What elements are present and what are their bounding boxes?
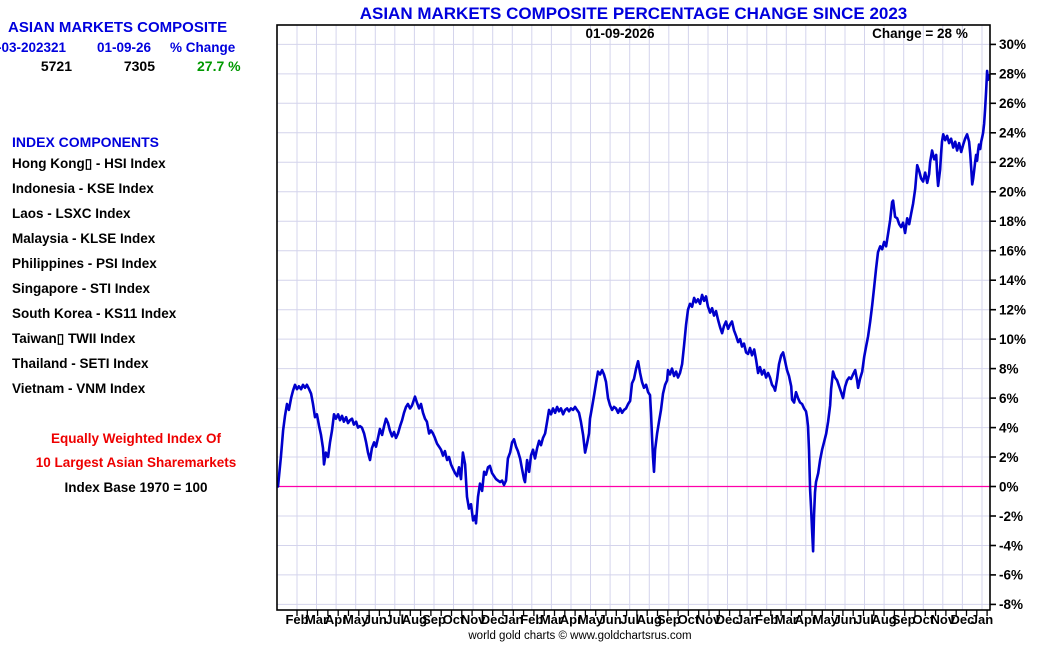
x-tick-label: May: [813, 612, 839, 627]
y-tick-label: -6%: [999, 568, 1023, 583]
y-tick-label: 20%: [999, 185, 1026, 200]
y-tick-label: 30%: [999, 37, 1026, 52]
x-tick-label: Apr: [325, 612, 347, 627]
x-tick-label: Sep: [657, 612, 681, 627]
component-hong-kong: Hong Kong▯ - HSI Index: [12, 156, 166, 171]
component-philippines: Philippines - PSI Index: [12, 256, 157, 271]
x-tick-label: Oct: [443, 612, 465, 627]
x-tick-label: Aug: [402, 612, 427, 627]
x-tick-label: Aug: [871, 612, 896, 627]
component-south-korea: South Korea - KS11 Index: [12, 306, 177, 321]
x-tick-label: Mar: [540, 612, 563, 627]
footnote-index-base: Index Base 1970 = 100: [64, 480, 208, 495]
y-tick-label: 28%: [999, 67, 1026, 82]
end-index-value: 7305: [123, 58, 155, 74]
x-tick-label: Mar: [775, 612, 798, 627]
x-tick-label: Feb: [755, 612, 778, 627]
y-tick-label: 2%: [999, 450, 1019, 465]
start-date-label: -03-202321: [0, 40, 67, 55]
percent-change-value: 27.7 %: [197, 58, 241, 74]
y-tick-label: 24%: [999, 126, 1026, 141]
y-tick-label: 4%: [999, 420, 1019, 435]
footnote-equally-weighted: Equally Weighted Index Of: [50, 431, 222, 446]
x-tick-label: Dec: [950, 612, 974, 627]
footnote-10-largest: 10 Largest Asian Sharemarkets: [35, 455, 237, 470]
y-tick-label: -2%: [999, 509, 1023, 524]
y-tick-label: 12%: [999, 303, 1026, 318]
x-tick-label: Jul: [620, 612, 639, 627]
index-components-title: INDEX COMPONENTS: [12, 134, 160, 150]
x-tick-label: Oct: [912, 612, 934, 627]
x-tick-label: Jan: [501, 612, 523, 627]
x-tick-label: Dec: [481, 612, 505, 627]
x-tick-label: Jul: [855, 612, 874, 627]
y-tick-label: 14%: [999, 273, 1026, 288]
x-tick-label: Nov: [931, 612, 956, 627]
y-tick-label: 10%: [999, 332, 1026, 347]
start-index-value: 5721: [40, 58, 72, 74]
x-tick-label: Sep: [892, 612, 916, 627]
component-laos: Laos - LSXC Index: [12, 206, 131, 221]
y-tick-label: 18%: [999, 214, 1026, 229]
component-thailand: Thailand - SETI Index: [12, 356, 149, 371]
x-tick-label: Aug: [637, 612, 662, 627]
component-vietnam: Vietnam - VNM Index: [12, 381, 146, 396]
x-tick-label: Apr: [795, 612, 817, 627]
percent-change-label: % Change: [170, 40, 236, 55]
x-tick-label: Jun: [833, 612, 856, 627]
x-tick-label: Jan: [736, 612, 758, 627]
y-tick-label: 26%: [999, 96, 1026, 111]
x-tick-label: Jul: [385, 612, 404, 627]
component-malaysia: Malaysia - KLSE Index: [12, 231, 156, 246]
footer-credit: world gold charts © www.goldchartsrus.co…: [468, 630, 692, 642]
composite-series-line: [276, 69, 991, 553]
y-tick-label: 16%: [999, 244, 1026, 259]
component-indonesia: Indonesia - KSE Index: [12, 181, 154, 196]
panel-title: ASIAN MARKETS COMPOSITE: [8, 19, 228, 36]
plot-change-annotation: Change = 28 %: [872, 26, 968, 41]
x-tick-label: Nov: [461, 612, 486, 627]
y-tick-label: 6%: [999, 391, 1019, 406]
x-tick-label: Oct: [678, 612, 700, 627]
end-date-label: 01-09-26: [97, 40, 152, 55]
x-tick-label: Mar: [305, 612, 328, 627]
x-tick-label: Jan: [971, 612, 993, 627]
plot-end-date-annotation: 01-09-2026: [585, 26, 655, 41]
x-tick-label: Jun: [599, 612, 622, 627]
x-tick-label: Feb: [285, 612, 308, 627]
y-tick-label: 0%: [999, 479, 1019, 494]
x-tick-label: Apr: [560, 612, 582, 627]
x-tick-label: May: [578, 612, 604, 627]
component-singapore: Singapore - STI Index: [12, 281, 151, 296]
x-tick-label: Nov: [696, 612, 721, 627]
x-tick-label: May: [343, 612, 369, 627]
y-tick-label: -8%: [999, 597, 1023, 612]
x-tick-label: Jun: [364, 612, 387, 627]
x-tick-label: Feb: [520, 612, 543, 627]
y-tick-label: 22%: [999, 155, 1026, 170]
x-tick-label: Sep: [422, 612, 446, 627]
chart-title: ASIAN MARKETS COMPOSITE PERCENTAGE CHANG…: [359, 4, 908, 23]
y-tick-label: 8%: [999, 361, 1019, 376]
plot-frame: [276, 24, 991, 611]
x-tick-label: Dec: [716, 612, 740, 627]
y-tick-label: -4%: [999, 538, 1023, 553]
component-taiwan: Taiwan▯ TWII Index: [12, 331, 136, 346]
